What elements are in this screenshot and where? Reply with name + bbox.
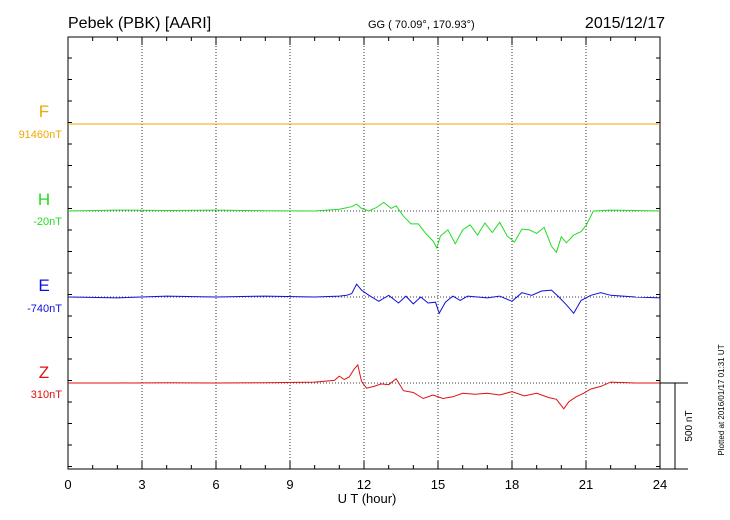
x-tick-labels: 0 3 6 9 12 15 18 21 24 [64, 477, 667, 492]
axis-ticks [67, 37, 661, 469]
x-tick-label: 18 [505, 477, 519, 492]
x-tick-label: 12 [357, 477, 371, 492]
scale-bar [660, 382, 688, 470]
plotted-at-note: Plotted at 2016/01/17 01:31 UT [717, 344, 726, 455]
data-traces [67, 123, 661, 410]
x-tick-label: 3 [138, 477, 145, 492]
station-title: Pebek (PBK) [AARI] [68, 15, 211, 32]
series-name-H: H [38, 190, 50, 209]
x-tick-label: 0 [64, 477, 71, 492]
x-tick-label: 24 [653, 477, 667, 492]
trace-Z [68, 363, 660, 410]
grid-lines [141, 37, 587, 469]
x-tick-label: 9 [286, 477, 293, 492]
series-name-E: E [38, 276, 49, 295]
x-axis-title: U T (hour) [338, 491, 397, 506]
series-baseline-Z: 310nT [31, 389, 62, 401]
coordinates-label: GG ( 70.09°, 170.93°) [368, 19, 475, 31]
x-tick-label: 21 [579, 477, 593, 492]
series-labels: F 91460nT H -20nT E -740nT Z 310nT [19, 102, 63, 401]
scale-bar-label: 500 nT [684, 410, 695, 441]
series-baseline-H: -20nT [33, 216, 62, 228]
series-name-F: F [39, 102, 49, 121]
trace-E [67, 283, 661, 315]
x-tick-label: 15 [431, 477, 445, 492]
x-tick-label: 6 [212, 477, 219, 492]
series-name-Z: Z [39, 363, 49, 382]
series-baseline-F: 91460nT [19, 129, 63, 141]
trace-H [67, 201, 661, 254]
date-label: 2015/12/17 [585, 15, 665, 32]
series-baseline-E: -740nT [27, 303, 62, 315]
